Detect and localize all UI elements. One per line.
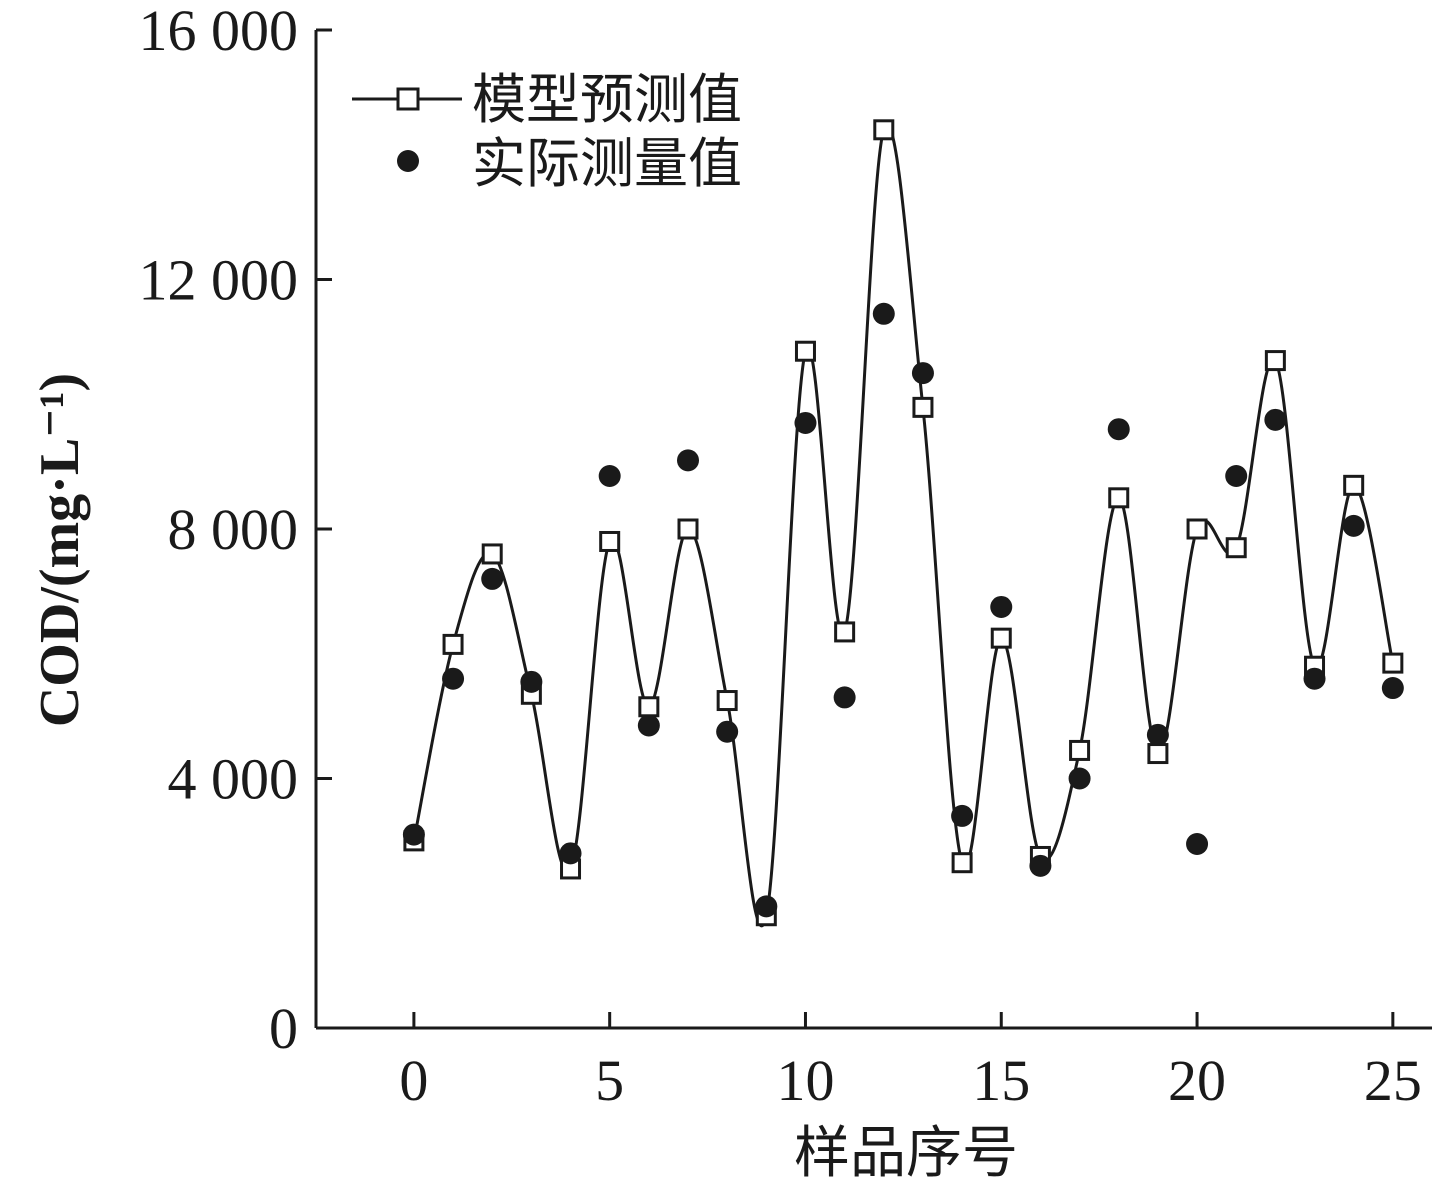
measurement-point [1381, 677, 1404, 700]
measurement-point [1303, 667, 1326, 690]
measurement-point [1225, 464, 1248, 487]
prediction-point [951, 852, 973, 874]
legend-square-marker [396, 87, 420, 111]
prediction-point [873, 119, 895, 141]
legend-circle-marker [397, 150, 419, 172]
prediction-point [1186, 518, 1208, 540]
prediction-point [1069, 739, 1091, 761]
measurement-point [990, 595, 1013, 618]
x-tick-label: 15 [972, 1048, 1030, 1113]
y-ticks: 0 4 000 8 000 12 000 16 000 [139, 0, 332, 1061]
y-tick-label: 12 000 [139, 248, 299, 313]
prediction-point [1147, 743, 1169, 765]
prediction-point [834, 621, 856, 643]
measurement-point [402, 823, 425, 846]
prediction-point [1108, 487, 1130, 509]
legend-label-prediction: 模型预测值 [472, 68, 742, 131]
x-axis-title: 样品序号 [794, 1121, 1018, 1185]
x-tick-label: 20 [1168, 1048, 1226, 1113]
measurement-point [716, 720, 739, 743]
prediction-point [677, 518, 699, 540]
prediction-point [638, 696, 660, 718]
prediction-point [990, 627, 1012, 649]
prediction-point [1225, 537, 1247, 559]
measurement-point [442, 667, 465, 690]
prediction-point [599, 530, 621, 552]
y-tick-label: 8 000 [168, 497, 299, 562]
x-tick-label: 0 [399, 1048, 428, 1113]
prediction-point [1343, 474, 1365, 496]
prediction-point [794, 340, 816, 362]
y-axis-title: COD/(mg·L⁻¹) [29, 373, 91, 727]
measurement-point [1146, 723, 1169, 746]
measurement-point [598, 464, 621, 487]
measurement-point [1068, 767, 1091, 790]
measurement-point [872, 302, 895, 325]
measurement-point [559, 842, 582, 865]
legend: 模型预测值 实际测量值 [352, 68, 742, 195]
prediction-curve [412, 123, 1395, 928]
measurement-point [637, 714, 660, 737]
x-tick-label: 25 [1364, 1048, 1422, 1113]
prediction-point [912, 396, 934, 418]
measurement-point [911, 362, 934, 385]
measurement-point [794, 411, 817, 434]
prediction-point [716, 690, 738, 712]
prediction-point [1264, 350, 1286, 372]
measurement-point [1107, 418, 1130, 441]
measurement-point [1186, 832, 1209, 855]
measurement-point [520, 670, 543, 693]
x-tick-label: 10 [776, 1048, 834, 1113]
measurement-point [677, 449, 699, 472]
prediction-point [442, 633, 464, 655]
measurement-series [402, 302, 1404, 918]
prediction-series [403, 119, 1404, 928]
prediction-point [1382, 652, 1404, 674]
measurement-point [833, 686, 856, 709]
measurement-point [951, 804, 974, 827]
x-ticks: 0 5 10 15 20 25 [399, 1012, 1422, 1113]
measurement-point [1342, 514, 1365, 537]
x-tick-label: 5 [595, 1048, 624, 1113]
measurement-point [1264, 408, 1287, 431]
measurement-point [755, 895, 778, 918]
legend-label-measurement: 实际测量值 [472, 132, 742, 195]
measurement-point [481, 567, 504, 590]
y-tick-label: 0 [269, 996, 298, 1061]
measurement-point [1029, 854, 1052, 877]
y-tick-label: 16 000 [139, 0, 299, 63]
y-tick-label: 4 000 [168, 747, 299, 812]
prediction-point [481, 543, 503, 565]
